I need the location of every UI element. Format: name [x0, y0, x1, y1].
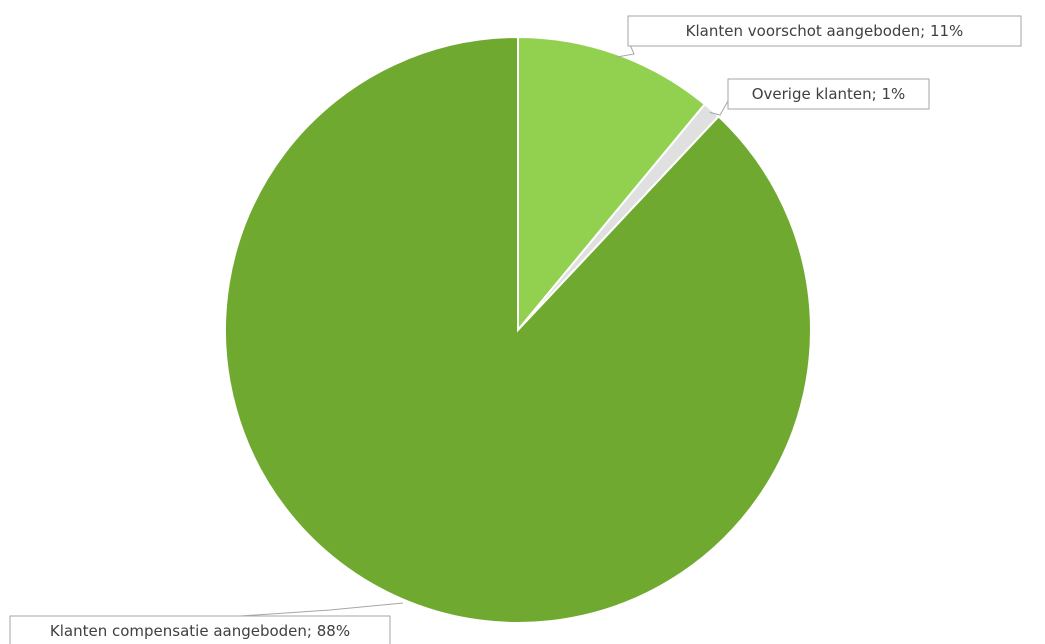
data-label-box-3 [9, 615, 391, 644]
data-label-3: Klanten compensatie aangeboden; 88% [50, 622, 350, 640]
leader-line-3 [239, 602, 404, 617]
pie-slice-3 [224, 35, 812, 624]
data-label-box-2 [727, 78, 930, 110]
data-label-1: Klanten voorschot aangeboden; 11% [686, 22, 964, 40]
pie-slices [224, 35, 812, 624]
leader-line-2 [709, 100, 729, 116]
data-label-box-1 [627, 15, 1022, 47]
pie-slice-1 [517, 35, 707, 333]
data-labels: Klanten voorschot aangeboden; 11% Overige… [9, 15, 1022, 644]
data-label-2: Overige klanten; 1% [752, 85, 906, 103]
